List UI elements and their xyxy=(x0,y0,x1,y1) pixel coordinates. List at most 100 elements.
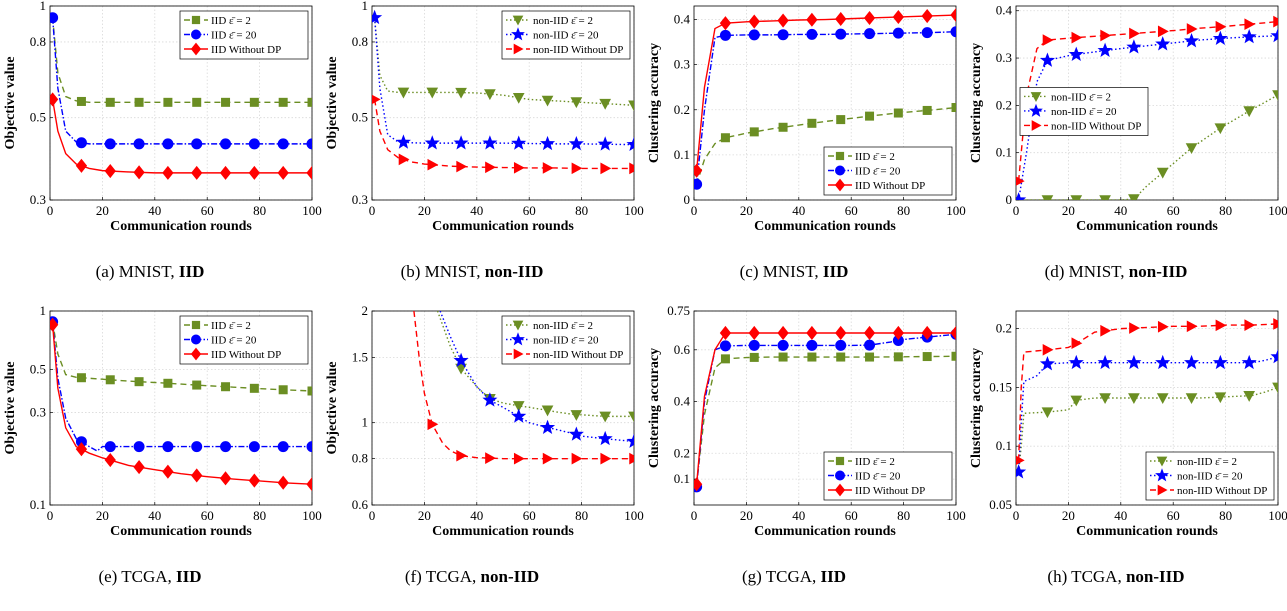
data-point xyxy=(277,165,289,180)
y-tick-label: 0.1 xyxy=(674,471,690,486)
data-point xyxy=(893,352,903,362)
data-point xyxy=(1273,15,1278,28)
y-tick-label: 0.8 xyxy=(30,34,46,49)
data-point xyxy=(192,380,202,390)
x-tick-label: 0 xyxy=(369,203,376,218)
data-point xyxy=(1186,23,1198,35)
data-point xyxy=(892,325,905,341)
data-point xyxy=(1272,90,1278,102)
legend-marker xyxy=(1029,103,1043,117)
data-point xyxy=(219,165,232,180)
y-tick-label: 0.3 xyxy=(996,50,1012,65)
series-line xyxy=(51,17,312,145)
caption-d: (d) MNIST, non-IID xyxy=(1044,262,1188,281)
data-point xyxy=(749,352,759,362)
data-point xyxy=(835,11,847,27)
y-axis-label: Objective value xyxy=(3,362,18,455)
legend-label: IID ε̄ = 20 xyxy=(211,335,257,347)
data-point xyxy=(1244,18,1256,31)
data-point xyxy=(1214,392,1227,404)
data-point xyxy=(835,325,847,341)
data-point xyxy=(597,430,613,446)
data-point xyxy=(865,111,875,121)
data-point xyxy=(105,375,115,385)
data-point xyxy=(1126,354,1142,370)
data-point xyxy=(453,135,469,150)
y-tick-label: 0.6 xyxy=(352,497,369,512)
data-point xyxy=(306,441,312,453)
data-point xyxy=(248,441,260,453)
data-point xyxy=(626,433,634,448)
data-point xyxy=(1100,324,1112,337)
plot-area xyxy=(413,311,634,465)
legend-label: non-IID ε̄ = 20 xyxy=(533,335,599,347)
data-point xyxy=(512,92,525,104)
x-tick-label: 80 xyxy=(253,508,266,523)
data-point xyxy=(600,162,612,175)
data-point xyxy=(192,97,202,107)
data-point xyxy=(133,138,145,150)
data-point xyxy=(541,405,554,417)
x-tick-label: 20 xyxy=(418,508,431,523)
data-point xyxy=(277,138,289,150)
data-point xyxy=(162,165,174,180)
caption-b: (b) MNIST, non-IID xyxy=(400,262,544,281)
data-point xyxy=(133,441,145,453)
data-point xyxy=(777,339,789,351)
data-point xyxy=(482,392,498,407)
x-tick-label: 20 xyxy=(740,508,753,523)
data-point xyxy=(921,27,933,39)
legend-label: non-IID ε̄ = 2 xyxy=(1177,456,1237,468)
x-tick-label: 80 xyxy=(897,508,910,523)
data-point xyxy=(104,441,116,453)
data-point xyxy=(921,325,933,341)
legend-label: non-IID ε̄ = 2 xyxy=(533,320,593,332)
data-point xyxy=(950,26,956,38)
data-point xyxy=(778,122,788,132)
plot-area xyxy=(1016,15,1278,200)
y-tick-label: 0.5 xyxy=(30,361,46,376)
data-point xyxy=(599,98,612,110)
y-tick-label: 0.4 xyxy=(674,394,691,409)
y-tick-label: 0.2 xyxy=(996,97,1012,112)
y-tick-label: 0.1 xyxy=(996,145,1012,160)
data-point xyxy=(485,452,496,464)
data-point xyxy=(864,28,876,40)
data-point xyxy=(1068,46,1084,61)
data-point xyxy=(1185,393,1198,405)
data-point xyxy=(777,29,789,41)
data-point xyxy=(133,460,145,475)
legend-label: non-IID ε̄ = 2 xyxy=(533,15,593,27)
data-point xyxy=(306,477,312,492)
y-tick-label: 0.1 xyxy=(674,147,690,162)
caption-e: (e) TCGA, IID xyxy=(98,567,202,586)
axes-box xyxy=(371,310,635,506)
data-point xyxy=(1156,167,1169,179)
data-point xyxy=(485,161,496,174)
x-tick-label: 20 xyxy=(96,203,109,218)
data-point xyxy=(1270,348,1278,364)
x-tick-label: 100 xyxy=(946,508,966,523)
y-axis-label: Objective value xyxy=(325,362,340,455)
data-point xyxy=(1241,354,1257,370)
x-tick-label: 100 xyxy=(1268,203,1287,218)
data-point xyxy=(807,352,817,362)
data-point xyxy=(1100,29,1112,42)
data-point xyxy=(1214,123,1227,135)
y-tick-label: 0.5 xyxy=(352,110,368,125)
y-axis-label: Clustering accuracy xyxy=(969,348,984,468)
legend-label: non-IID Without DP xyxy=(1051,120,1141,132)
data-point xyxy=(568,426,584,441)
data-point xyxy=(951,103,956,113)
legend: non-IID ε̄ = 2 non-IID ε̄ = 20 non-IID Wit… xyxy=(501,10,631,60)
data-point xyxy=(1186,320,1198,333)
x-tick-label: 100 xyxy=(302,508,322,523)
data-point xyxy=(1244,319,1256,331)
data-point xyxy=(922,105,932,115)
chart-c: 0 20 40 60 80 100 0 0.1 0.2 0.3 0.4 Communication r… xyxy=(647,5,966,234)
legend-label: IID ε̄ = 2 xyxy=(211,15,251,27)
panel-g: 0 20 40 60 80 100 0.1 0.2 0.4 0.6 0.75 Communicatio… xyxy=(644,303,966,610)
data-point xyxy=(778,352,788,362)
data-point xyxy=(104,452,116,468)
x-tick-label: 0 xyxy=(1013,203,1020,218)
